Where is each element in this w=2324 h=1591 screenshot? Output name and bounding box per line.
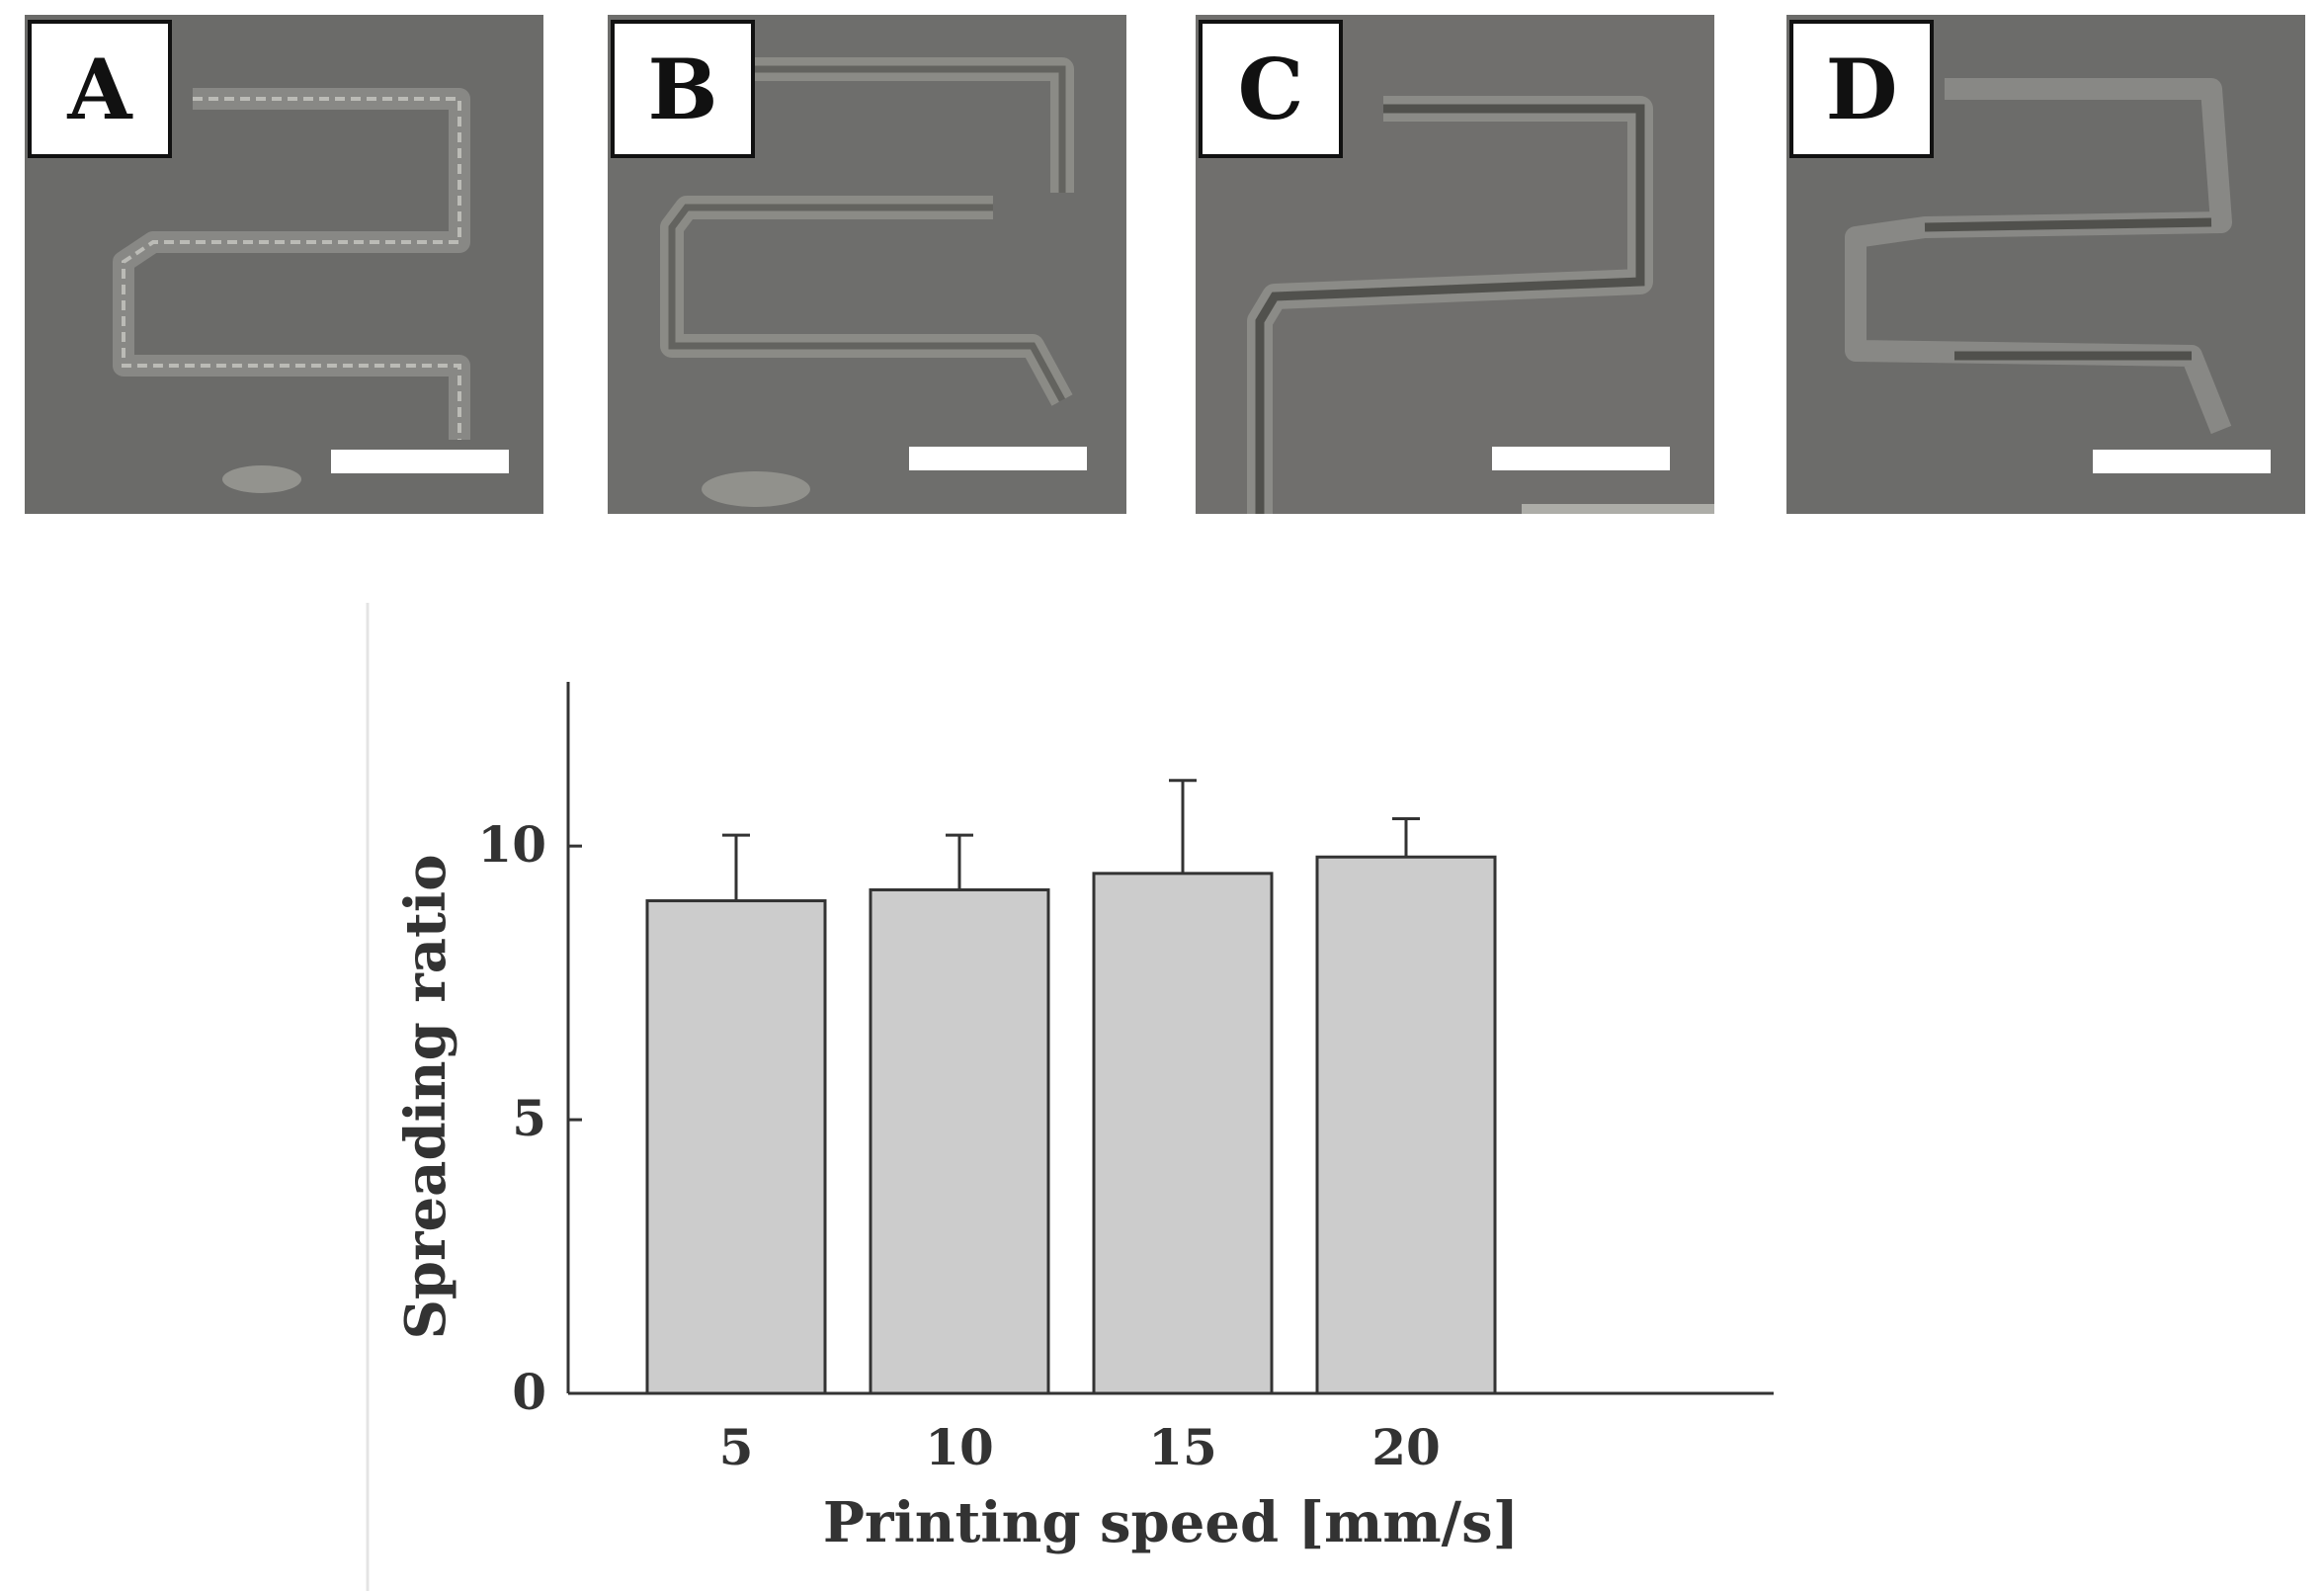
printed-line-image	[660, 57, 1074, 507]
printed-line-image	[113, 88, 470, 493]
y-axis-label: Spreading ratio	[393, 854, 458, 1339]
bar	[869, 887, 1050, 1395]
x-tick-label: 5	[719, 1418, 754, 1476]
bar	[1092, 872, 1274, 1395]
bar	[645, 899, 827, 1395]
scale-bar	[909, 447, 1087, 470]
panel-label-c: C	[1199, 20, 1343, 158]
x-tick-label: 10	[925, 1418, 994, 1476]
photo-panel-d: D	[1786, 15, 2305, 514]
photo-panel-a: A	[25, 15, 543, 514]
panel-label-d: D	[1789, 20, 1934, 158]
photo-panel-b: B	[608, 15, 1126, 514]
plot-area: 0 5 10 5 10 15 20	[477, 682, 1774, 1476]
panel-label-b: B	[611, 20, 755, 158]
bar	[1315, 855, 1497, 1395]
printed-line-image	[1845, 78, 2232, 435]
y-tick-label: 5	[512, 1089, 546, 1147]
printed-line-image	[1247, 96, 1714, 514]
y-tick-label: 10	[477, 815, 546, 874]
spreading-ratio-bar-chart: 0 5 10 5 10 15 20 Printing speed [mm/s] Spread…	[366, 603, 1774, 1591]
x-axis-label: Printing speed [mm/s]	[823, 1490, 1519, 1555]
x-tick-label: 15	[1148, 1418, 1217, 1476]
scale-bar	[2093, 450, 2271, 473]
scale-bar	[331, 450, 509, 473]
panel-label-a: A	[28, 20, 172, 158]
y-tick-label: 0	[512, 1363, 546, 1421]
photo-panel-c: C	[1196, 15, 1714, 514]
scale-bar	[1492, 447, 1670, 470]
x-tick-label: 20	[1371, 1418, 1441, 1476]
